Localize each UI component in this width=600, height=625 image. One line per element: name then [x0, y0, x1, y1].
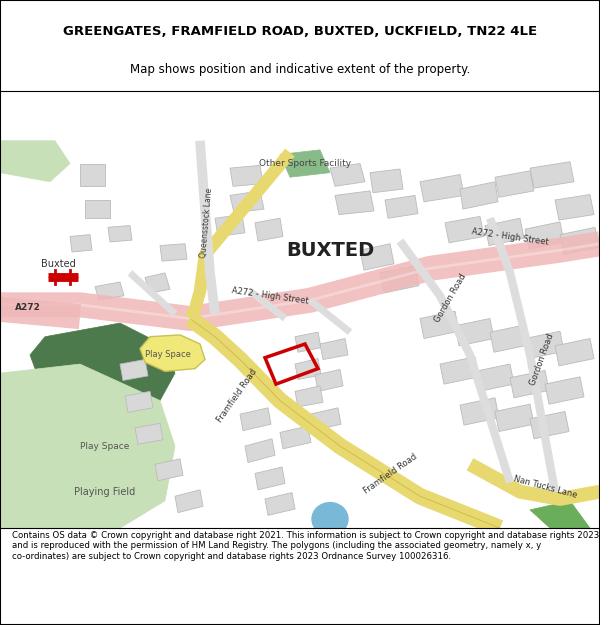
Polygon shape [440, 357, 479, 384]
Text: GREENGATES, FRAMFIELD ROAD, BUXTED, UCKFIELD, TN22 4LE: GREENGATES, FRAMFIELD ROAD, BUXTED, UCKF… [63, 26, 537, 38]
Text: Queensstock Lane: Queensstock Lane [199, 188, 215, 258]
Polygon shape [140, 335, 205, 371]
Polygon shape [95, 282, 124, 300]
Polygon shape [80, 164, 105, 186]
Text: Playing Field: Playing Field [74, 487, 136, 497]
Polygon shape [380, 266, 419, 293]
Polygon shape [315, 369, 343, 391]
Polygon shape [545, 377, 584, 404]
Polygon shape [295, 359, 321, 379]
Polygon shape [330, 164, 365, 186]
Polygon shape [370, 169, 403, 192]
Text: Nan Tucks Lane: Nan Tucks Lane [512, 474, 578, 500]
Text: Map shows position and indicative extent of the property.: Map shows position and indicative extent… [130, 63, 470, 76]
Text: A272 - High Street: A272 - High Street [231, 286, 309, 306]
Text: A272: A272 [15, 303, 41, 312]
Polygon shape [155, 459, 183, 481]
Polygon shape [230, 191, 264, 213]
Polygon shape [320, 339, 348, 359]
Polygon shape [175, 490, 203, 512]
Text: BUXTED: BUXTED [286, 241, 374, 259]
Polygon shape [490, 325, 529, 352]
Polygon shape [495, 171, 534, 198]
Polygon shape [85, 200, 110, 218]
Text: Framfield Road: Framfield Road [215, 368, 259, 424]
Text: Buxted: Buxted [41, 259, 76, 269]
Polygon shape [560, 228, 599, 255]
Polygon shape [70, 234, 92, 252]
Polygon shape [530, 501, 590, 528]
Polygon shape [245, 439, 275, 462]
Polygon shape [160, 244, 187, 261]
Polygon shape [445, 216, 484, 243]
Polygon shape [295, 386, 323, 407]
Text: Contains OS data © Crown copyright and database right 2021. This information is : Contains OS data © Crown copyright and d… [12, 531, 599, 561]
Polygon shape [295, 332, 321, 352]
Polygon shape [420, 311, 459, 339]
Polygon shape [0, 364, 175, 528]
Polygon shape [555, 194, 594, 220]
Text: Gordon Road: Gordon Road [529, 332, 556, 387]
Polygon shape [460, 182, 498, 209]
Polygon shape [240, 408, 271, 431]
Polygon shape [460, 398, 499, 425]
Polygon shape [265, 492, 295, 516]
Polygon shape [280, 150, 330, 178]
Polygon shape [495, 404, 534, 431]
Text: Gordon Road: Gordon Road [433, 272, 467, 324]
Polygon shape [30, 323, 175, 419]
Circle shape [312, 503, 348, 536]
Polygon shape [360, 244, 394, 270]
Text: Framfield Road: Framfield Road [362, 452, 418, 495]
Polygon shape [420, 174, 464, 202]
Polygon shape [485, 218, 524, 246]
Polygon shape [255, 467, 285, 490]
Polygon shape [475, 364, 514, 391]
Text: Play Space: Play Space [145, 351, 191, 359]
Polygon shape [455, 319, 494, 346]
Polygon shape [120, 359, 148, 381]
Polygon shape [525, 331, 564, 359]
Polygon shape [310, 408, 341, 431]
Polygon shape [530, 162, 574, 188]
Polygon shape [215, 214, 245, 236]
Polygon shape [530, 411, 569, 439]
Polygon shape [145, 273, 170, 293]
Polygon shape [335, 191, 374, 214]
Polygon shape [510, 371, 549, 398]
Polygon shape [230, 166, 263, 186]
Polygon shape [0, 141, 70, 182]
Polygon shape [135, 423, 163, 444]
Text: Play Space: Play Space [80, 442, 130, 451]
Polygon shape [525, 222, 564, 249]
Polygon shape [108, 226, 132, 242]
Text: A272 - High Street: A272 - High Street [471, 227, 549, 246]
Polygon shape [255, 218, 283, 241]
Polygon shape [555, 339, 594, 366]
Polygon shape [125, 391, 153, 412]
Text: Other Sports Facility: Other Sports Facility [259, 159, 351, 168]
Polygon shape [280, 426, 311, 449]
Polygon shape [385, 196, 418, 218]
